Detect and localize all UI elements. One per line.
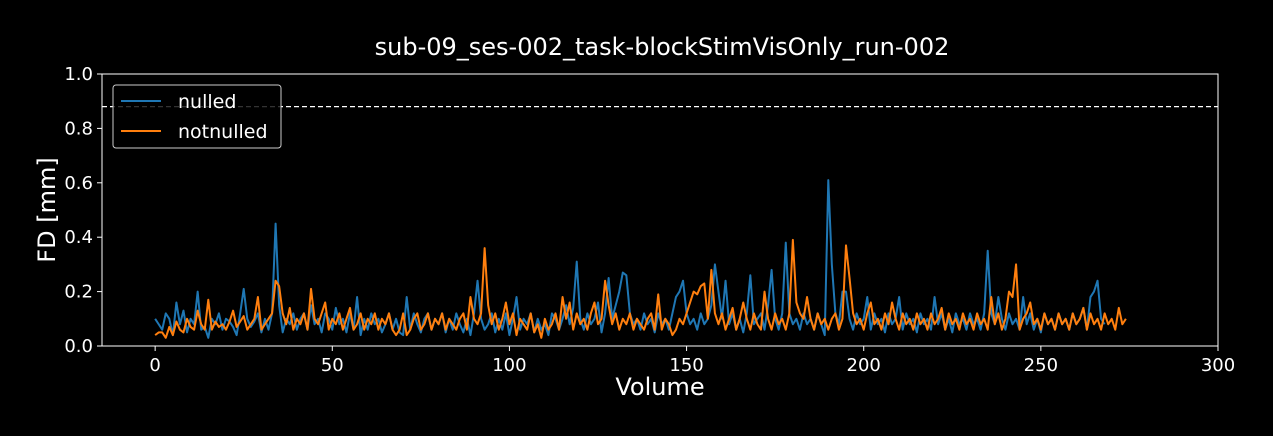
y-tick-label: 0.0 — [64, 336, 93, 357]
y-tick-label: 0.6 — [64, 173, 93, 194]
y-tick-label: 1.0 — [64, 64, 93, 85]
series-group — [154, 179, 1127, 339]
x-tick-label: 0 — [149, 355, 160, 376]
x-axis-label: Volume — [615, 373, 704, 401]
y-axis: 0.0 0.2 0.4 0.6 0.8 1.0 — [64, 64, 102, 357]
y-tick-label: 0.4 — [64, 227, 93, 248]
chart-title: sub-09_ses-002_task-blockStimVisOnly_run… — [375, 33, 950, 61]
legend: nulled notnulled — [112, 84, 282, 149]
y-axis-label: FD [mm] — [33, 157, 61, 262]
x-tick-label: 50 — [321, 355, 344, 376]
y-tick-label: 0.8 — [64, 118, 93, 139]
x-tick-label: 200 — [847, 355, 881, 376]
plot-frame — [101, 73, 1219, 347]
legend-label-notnulled: notnulled — [178, 121, 268, 143]
x-tick-label: 100 — [492, 355, 526, 376]
x-tick-label: 150 — [669, 355, 703, 376]
series-line-notnulled — [154, 238, 1127, 339]
y-tick-label: 0.2 — [64, 282, 93, 303]
x-tick-label: 250 — [1024, 355, 1058, 376]
x-tick-label: 300 — [1201, 355, 1235, 376]
legend-label-nulled: nulled — [178, 91, 236, 113]
x-axis: 0 50 100 150 200 250 300 — [149, 346, 1235, 376]
